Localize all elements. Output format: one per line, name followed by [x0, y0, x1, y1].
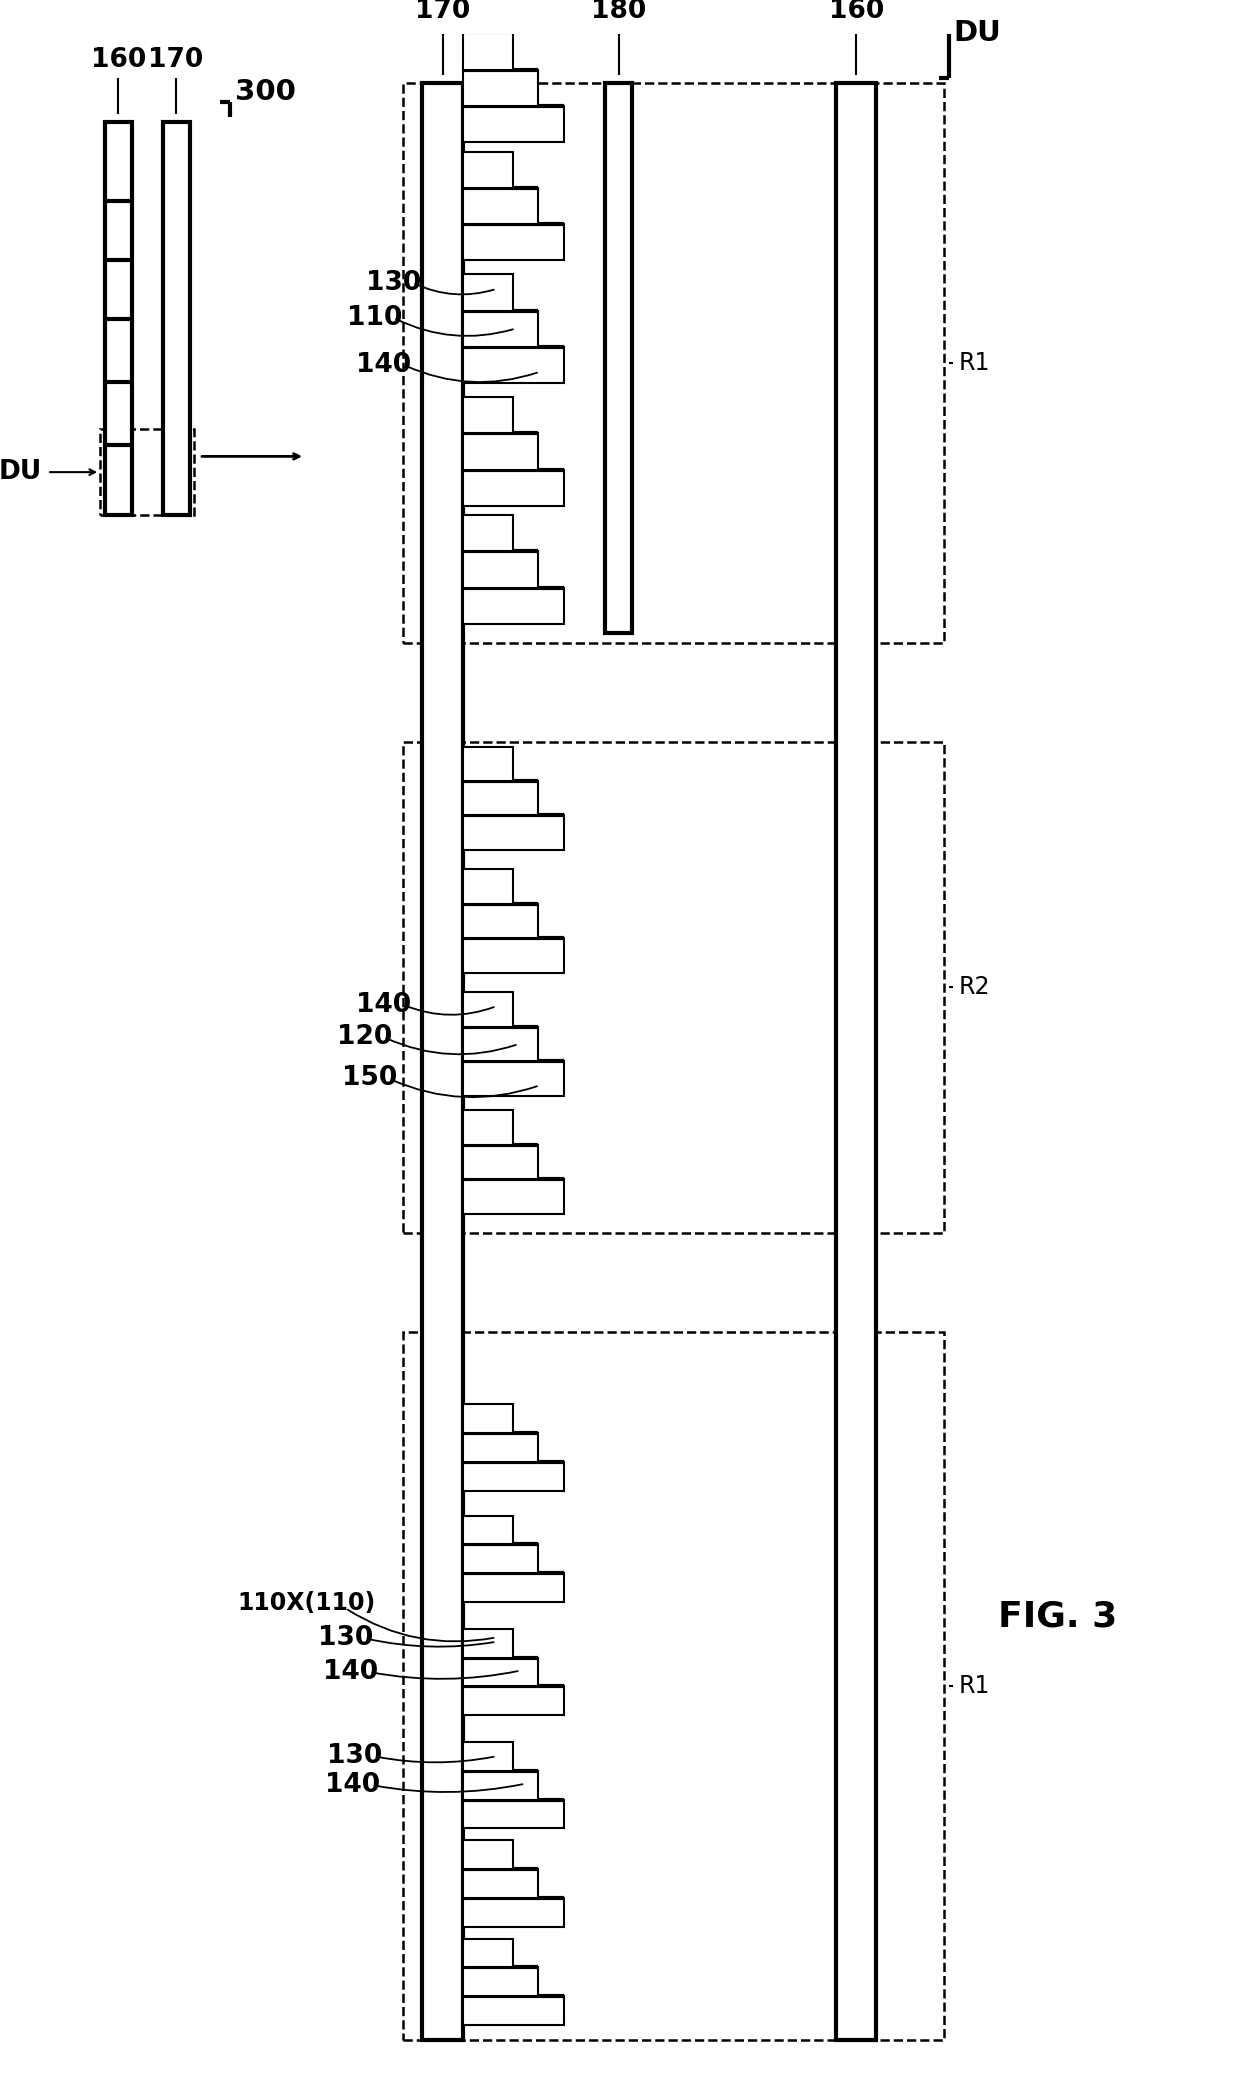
- Text: 170: 170: [149, 46, 203, 73]
- Text: 130: 130: [327, 1742, 383, 1769]
- Text: R1: R1: [959, 1673, 990, 1698]
- Text: 160: 160: [91, 46, 146, 73]
- Bar: [463, 938, 564, 973]
- Text: 140: 140: [356, 992, 412, 1017]
- Bar: [463, 1433, 538, 1462]
- Bar: [463, 69, 538, 107]
- Bar: [463, 1517, 512, 1544]
- Bar: [463, 1111, 512, 1145]
- Bar: [463, 1404, 512, 1433]
- Text: 110: 110: [346, 305, 402, 330]
- Bar: [463, 1742, 512, 1771]
- Text: 160: 160: [828, 0, 884, 23]
- Bar: [463, 33, 512, 69]
- Bar: [463, 746, 512, 781]
- Bar: [100, 428, 195, 516]
- Bar: [463, 781, 538, 815]
- Bar: [463, 274, 512, 311]
- Text: 130: 130: [366, 269, 422, 297]
- Text: DU: DU: [0, 460, 42, 485]
- Bar: [463, 1686, 564, 1715]
- Bar: [463, 397, 512, 432]
- Bar: [463, 1968, 538, 1997]
- Bar: [403, 1331, 944, 2039]
- Bar: [463, 107, 564, 142]
- Bar: [463, 1061, 564, 1095]
- Bar: [463, 587, 564, 625]
- Bar: [105, 121, 131, 516]
- Text: R2: R2: [959, 976, 990, 999]
- Bar: [463, 1771, 538, 1799]
- Bar: [463, 1145, 538, 1180]
- Bar: [463, 1028, 538, 1061]
- Bar: [463, 1939, 512, 1968]
- Text: 170: 170: [415, 0, 470, 23]
- Bar: [463, 1629, 512, 1657]
- Bar: [403, 84, 944, 643]
- Text: 130: 130: [317, 1625, 373, 1650]
- Bar: [463, 516, 512, 551]
- Text: 150: 150: [342, 1065, 397, 1090]
- Bar: [463, 1657, 538, 1686]
- Text: DU: DU: [954, 19, 1001, 48]
- Bar: [463, 1899, 564, 1926]
- Text: 300: 300: [234, 79, 295, 107]
- Bar: [463, 869, 512, 905]
- Bar: [463, 1573, 564, 1602]
- Bar: [463, 905, 538, 938]
- Text: 140: 140: [356, 351, 412, 378]
- Text: 110X(110): 110X(110): [238, 1592, 376, 1615]
- Bar: [463, 188, 538, 224]
- Bar: [836, 84, 877, 2039]
- Bar: [463, 1870, 538, 1899]
- Text: FIG. 3: FIG. 3: [998, 1600, 1117, 1634]
- Text: 140: 140: [322, 1659, 378, 1686]
- Bar: [463, 992, 512, 1028]
- Bar: [162, 121, 190, 516]
- Text: R1: R1: [959, 351, 990, 374]
- Bar: [463, 1544, 538, 1573]
- Bar: [423, 84, 463, 2039]
- Text: 120: 120: [337, 1024, 392, 1051]
- Bar: [463, 1462, 564, 1492]
- Bar: [463, 1799, 564, 1828]
- Bar: [463, 224, 564, 259]
- Bar: [403, 742, 944, 1233]
- Bar: [463, 432, 538, 470]
- Bar: [463, 347, 564, 382]
- Bar: [463, 470, 564, 506]
- Bar: [463, 551, 538, 587]
- Text: 180: 180: [591, 0, 646, 23]
- Text: 140: 140: [325, 1771, 381, 1799]
- Bar: [605, 84, 632, 633]
- Bar: [463, 311, 538, 347]
- Bar: [463, 1180, 564, 1214]
- Bar: [463, 152, 512, 188]
- Bar: [463, 1840, 512, 1870]
- Bar: [463, 815, 564, 850]
- Bar: [463, 1997, 564, 2024]
